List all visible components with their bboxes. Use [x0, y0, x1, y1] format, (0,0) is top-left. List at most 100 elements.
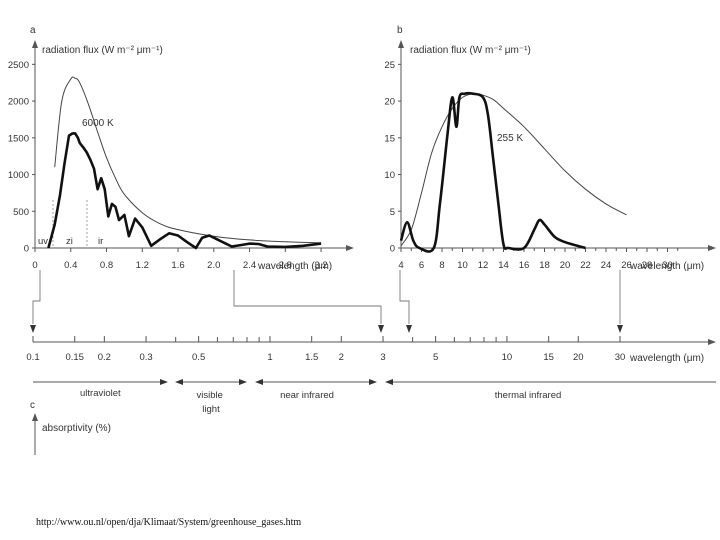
source-url: http://www.ou.nl/open/dja/Klimaat/System…	[36, 517, 302, 528]
panel-b-xtick-label: 30	[662, 260, 673, 271]
panel-a-xtick-label: 1.2	[136, 260, 149, 271]
region-arrowhead-ultraviolet	[160, 379, 168, 385]
spectrum-tick-label: 0.5	[192, 352, 205, 363]
panel-a-ytick-label: 1000	[8, 170, 29, 181]
region-label-near-infrared: near infrared	[280, 390, 334, 401]
panel-a-x-arrow	[346, 245, 354, 251]
region-label-visible: visible light	[196, 390, 225, 415]
region-arrowhead-tir-left	[385, 379, 393, 385]
region-label-ultraviolet: ultraviolet	[80, 388, 121, 399]
connector-b-left	[399, 270, 410, 324]
region-label-ir: ir	[98, 236, 103, 247]
spectrum-axis-arrow	[708, 339, 716, 345]
panel-b-xtick-label: 12	[478, 260, 489, 271]
panel-a-title-text: radiation flux (W m⁻² μm⁻¹)	[42, 45, 163, 56]
region-label-visible-line1: visible	[196, 390, 222, 401]
panel-a-xtick-label: 0	[32, 260, 37, 271]
spectrum-xlabel: wavelength (μm)	[629, 353, 704, 364]
spectrum-tick-label: 30	[615, 352, 626, 363]
panel-a-title: radiation flux (W m⁻² μm⁻¹)	[42, 45, 163, 56]
region-arrowhead-visible-right	[239, 379, 247, 385]
panel-b-x-ticks: 4 6 8 10 12 14 16 18 20 22 24 26 28 30	[398, 248, 679, 271]
panel-a-xtick-label: 2.8	[279, 260, 292, 271]
panel-b: b radiation flux (W m⁻² μm⁻¹) wavelength…	[384, 25, 716, 272]
spectrum-tick-label: 20	[573, 352, 584, 363]
spectrum-tick-label: 0.15	[65, 352, 84, 363]
panel-c-ylabel: absorptivity (%)	[42, 423, 111, 434]
series-earth-observed-curve	[399, 91, 586, 253]
panel-b-xtick-label: 6	[419, 260, 424, 271]
panel-a-xtick-label: 0.4	[64, 260, 77, 271]
panel-b-xlabel: wavelength (μm)	[629, 261, 704, 272]
spectrum-tick-label: 1	[267, 352, 272, 363]
panel-c-letter: c	[30, 400, 35, 411]
spectrum-tick-label: 1.5	[305, 352, 318, 363]
region-arrowhead-nir-left	[255, 379, 263, 385]
panel-b-letter: b	[397, 25, 403, 36]
panel-b-xtick-label: 10	[457, 260, 468, 271]
spectrum-ticks: 0.1 0.15 0.2 0.3 0.5 1 1.5 2 3 5 10 15 20 30	[26, 336, 625, 363]
panel-c-y-arrow	[32, 413, 38, 421]
spectrum-tick-label: 0.2	[98, 352, 111, 363]
label-6000k: 6000 K	[82, 118, 114, 129]
region-arrowhead-visible-left	[175, 379, 183, 385]
panel-a-ytick-label: 2000	[8, 97, 29, 108]
panel-a-xtick-label: 0.8	[100, 260, 113, 271]
panel-a-xtick-label: 2.0	[207, 260, 220, 271]
connector-a-left	[32, 270, 41, 324]
spectrum-tick-label: 5	[433, 352, 438, 363]
panel-b-y-ticks: 0 5 10 15 20 25	[384, 60, 401, 255]
region-label-thermal-infrared: thermal infrared	[495, 390, 562, 401]
spectrum-tick-label: 2	[339, 352, 344, 363]
panel-b-xtick-label: 26	[621, 260, 632, 271]
panel-b-ytick-label: 20	[384, 97, 395, 108]
spectrum-scale: 0.1 0.15 0.2 0.3 0.5 1 1.5 2 3 5 10 15 20 30 waveleng…	[26, 336, 716, 415]
panel-b-x-arrow	[708, 245, 716, 251]
spectrum-tick-label: 3	[380, 352, 385, 363]
panel-b-xtick-label: 18	[539, 260, 550, 271]
panel-a-xtick-label: 3.2	[314, 260, 327, 271]
spectrum-tick-label: 0.3	[139, 352, 152, 363]
connectors	[30, 270, 623, 333]
connector-a-left-arrow	[30, 325, 36, 333]
panel-b-ytick-label: 15	[384, 133, 395, 144]
region-label-visible-line2: light	[202, 404, 220, 415]
panel-b-title-text: radiation flux (W m⁻² μm⁻¹)	[410, 45, 531, 56]
panel-a-ytick-label: 0	[24, 244, 29, 255]
panel-b-title: radiation flux (W m⁻² μm⁻¹)	[410, 45, 531, 56]
panel-b-ytick-label: 0	[390, 244, 395, 255]
panel-b-ytick-label: 10	[384, 170, 395, 181]
panel-b-xtick-label: 4	[398, 260, 403, 271]
panel-a-xtick-label: 2.4	[243, 260, 256, 271]
series-6000k-curve	[54, 76, 322, 244]
spectrum-tick-label: 10	[502, 352, 513, 363]
panel-a-ytick-label: 1500	[8, 133, 29, 144]
series-solar-observed-curve	[47, 132, 322, 250]
panel-a-ytick-label: 500	[13, 207, 29, 218]
panel-b-xtick-label: 22	[580, 260, 591, 271]
panel-c: c absorptivity (%)	[30, 400, 111, 455]
spectrum-tick-label: 0.1	[26, 352, 39, 363]
spectrum-tick-label: 15	[543, 352, 554, 363]
connector-a-right	[233, 270, 382, 324]
panel-b-xtick-label: 20	[560, 260, 571, 271]
region-arrowhead-nir-right	[369, 379, 377, 385]
panel-a-letter: a	[30, 25, 36, 36]
connector-b-left-arrow	[406, 325, 412, 333]
panel-b-xtick-label: 28	[642, 260, 653, 271]
panel-a-y-arrow	[32, 40, 38, 48]
panel-a-y-ticks: 0 500 1000 1500 2000 2500	[8, 60, 35, 255]
connector-b-right-arrow	[617, 325, 623, 333]
panel-b-xtick-label: 8	[439, 260, 444, 271]
panel-b-ytick-label: 5	[390, 207, 395, 218]
connector-a-right-arrow	[378, 325, 384, 333]
panel-a-ytick-label: 2500	[8, 60, 29, 71]
panel-a-xlabel: wavelength (μm)	[257, 261, 332, 272]
panel-b-xtick-label: 14	[498, 260, 509, 271]
label-255k: 255 K	[497, 133, 523, 144]
panel-a: a radiation flux (W m⁻² μm⁻¹) wavelength…	[8, 25, 354, 272]
panel-b-y-arrow	[398, 40, 404, 48]
panel-a-xtick-label: 1.6	[171, 260, 184, 271]
series-255k-curve	[400, 93, 627, 247]
